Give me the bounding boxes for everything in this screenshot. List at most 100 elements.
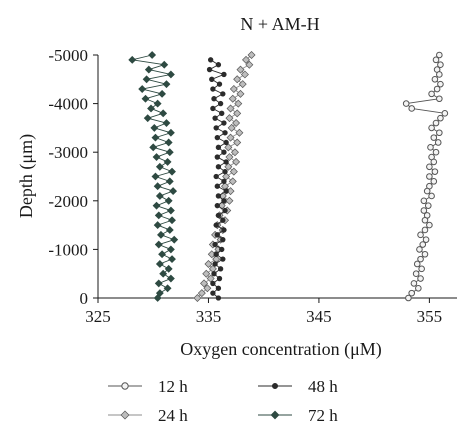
- data-point: [236, 65, 245, 74]
- data-point: [416, 246, 423, 253]
- legend-item: 12 h: [108, 377, 188, 396]
- data-point: [214, 232, 220, 238]
- data-point: [128, 55, 137, 64]
- series-48-h: [206, 57, 229, 301]
- data-point: [207, 57, 214, 63]
- data-point: [402, 100, 410, 107]
- data-point: [417, 255, 424, 263]
- y-tick-label: -3000: [48, 143, 88, 162]
- data-point: [426, 173, 433, 180]
- data-point: [236, 89, 245, 98]
- data-point: [215, 295, 222, 301]
- data-point: [213, 173, 219, 180]
- data-point: [150, 123, 159, 132]
- legend-marker: [120, 410, 130, 420]
- data-point: [212, 115, 218, 121]
- data-point: [168, 167, 176, 176]
- data-point: [159, 269, 168, 278]
- data-point: [163, 284, 172, 293]
- data-point: [158, 89, 166, 98]
- data-point: [421, 216, 429, 224]
- data-point: [153, 294, 162, 302]
- legend-marker: [271, 382, 279, 390]
- data-point: [436, 129, 443, 137]
- data-point: [154, 279, 163, 288]
- data-point: [211, 96, 217, 102]
- data-point: [219, 110, 225, 117]
- data-point: [221, 178, 227, 185]
- data-point: [432, 148, 440, 156]
- data-point: [158, 250, 166, 259]
- data-point: [426, 221, 433, 229]
- data-point: [225, 196, 234, 205]
- data-point: [151, 172, 160, 181]
- data-point: [217, 100, 224, 107]
- y-tick-label: -5000: [48, 46, 88, 65]
- data-point: [238, 80, 247, 89]
- data-point: [165, 148, 174, 157]
- data-point: [210, 86, 216, 92]
- data-point: [170, 235, 179, 244]
- data-point: [200, 279, 209, 288]
- data-point: [421, 250, 429, 258]
- y-tick-label: 0: [80, 289, 89, 308]
- data-point: [410, 280, 418, 287]
- y-axis-label: Depth (μm): [16, 134, 37, 218]
- data-point: [162, 119, 171, 127]
- x-tick-label: 355: [417, 307, 443, 326]
- data-point: [164, 264, 173, 273]
- data-point: [245, 60, 254, 69]
- data-point: [433, 85, 441, 93]
- data-point: [415, 284, 422, 292]
- data-point: [168, 216, 176, 225]
- data-point: [153, 182, 162, 191]
- data-point: [437, 61, 444, 69]
- data-point: [229, 167, 238, 176]
- data-point: [234, 99, 243, 108]
- data-point: [421, 226, 429, 234]
- data-point: [419, 241, 427, 248]
- data-point: [228, 94, 237, 103]
- data-point: [437, 80, 444, 88]
- data-point: [222, 207, 228, 214]
- data-point: [215, 212, 222, 219]
- data-point: [164, 196, 173, 205]
- data-point: [160, 60, 169, 69]
- legend-item: 24 h: [108, 406, 188, 425]
- legend-item: 72 h: [258, 406, 338, 425]
- data-point: [166, 128, 175, 137]
- data-point: [216, 81, 223, 87]
- data-point: [223, 188, 229, 194]
- data-point: [142, 75, 151, 84]
- data-point: [242, 55, 251, 64]
- data-point: [428, 124, 435, 132]
- data-point: [215, 193, 222, 199]
- legend-label: 12 h: [158, 377, 188, 396]
- data-point: [221, 227, 227, 233]
- data-point: [426, 163, 433, 171]
- data-point: [153, 221, 162, 230]
- data-point: [405, 294, 412, 302]
- data-point: [434, 139, 442, 146]
- data-point: [221, 120, 227, 126]
- data-point: [420, 197, 428, 205]
- data-point: [430, 158, 438, 166]
- data-point: [166, 206, 175, 215]
- legend-label: 48 h: [308, 377, 338, 396]
- data-point: [430, 134, 438, 141]
- legend-label: 72 h: [308, 406, 338, 425]
- data-point: [222, 168, 228, 175]
- data-point: [412, 270, 420, 278]
- data-point: [428, 90, 435, 98]
- data-point: [159, 109, 168, 118]
- data-point: [210, 105, 216, 112]
- data-point: [213, 125, 219, 131]
- data-point: [428, 192, 435, 200]
- data-point: [210, 280, 216, 287]
- data-point: [432, 56, 440, 64]
- data-point: [424, 202, 432, 209]
- data-point: [211, 271, 217, 277]
- data-point: [164, 138, 173, 147]
- data-point: [220, 217, 226, 223]
- data-point: [193, 294, 202, 302]
